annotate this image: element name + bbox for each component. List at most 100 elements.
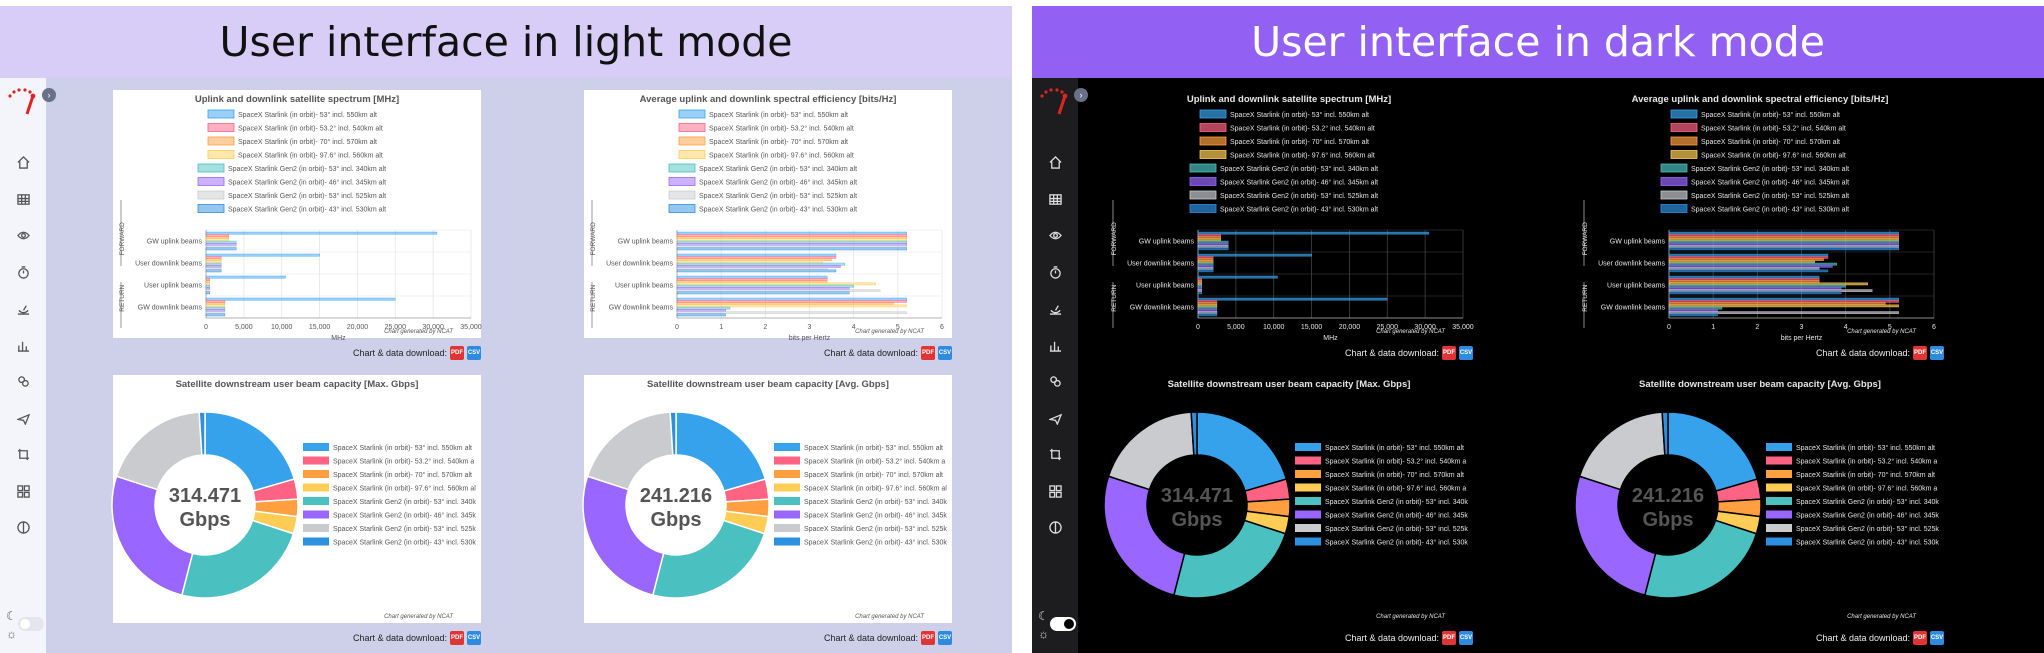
sidebar-item-globe-network[interactable]: [0, 363, 46, 400]
csv-download-button[interactable]: CSV: [1459, 631, 1473, 645]
timer-icon: [1050, 265, 1061, 279]
bar: [205, 240, 237, 244]
bar: [676, 300, 907, 303]
bar: [676, 236, 907, 239]
sidebar-item-crop[interactable]: [1032, 436, 1078, 473]
forward-group-label: FORWARD: [1111, 222, 1118, 256]
bar: [1197, 243, 1229, 246]
sidebar-item-eye[interactable]: [0, 217, 46, 254]
sidebar-item-home[interactable]: [1032, 144, 1078, 181]
pdf-download-button[interactable]: PDF: [1913, 631, 1927, 645]
csv-download-button[interactable]: CSV: [938, 346, 952, 360]
bar: [205, 265, 222, 268]
csv-download-button[interactable]: CSV: [1459, 346, 1473, 360]
pdf-download-button[interactable]: PDF: [921, 346, 935, 360]
sun-icon: ☼: [1038, 627, 1049, 641]
pie-icon: [1049, 521, 1062, 534]
csv-download-button[interactable]: CSV: [1930, 631, 1944, 645]
bar: [1668, 262, 1838, 266]
bar: [205, 289, 210, 292]
center-unit: Gbps: [179, 509, 230, 531]
y-tick-label: User uplink beams: [1136, 283, 1194, 290]
legend-label: SpaceX Starlink Gen2 (in orbit)- 53° inc…: [228, 192, 386, 200]
csv-download-button[interactable]: CSV: [1930, 346, 1944, 360]
legend-swatch: [678, 136, 706, 146]
legend-label: SpaceX Starlink Gen2 (in orbit)- 53° inc…: [699, 192, 857, 200]
sidebar-item-crop[interactable]: [0, 436, 46, 473]
ncat-logo: [8, 88, 36, 115]
logo-dot: [12, 90, 16, 94]
satellite-dish-icon: [1049, 305, 1062, 315]
legend-swatch: [1670, 123, 1698, 132]
sidebar-item-timer[interactable]: [1032, 254, 1078, 291]
collapse-sidebar-button[interactable]: ›: [42, 88, 56, 102]
download-label: Chart & data download:: [823, 348, 918, 358]
slice: [1172, 519, 1287, 599]
dark-mode-toggle[interactable]: [1050, 617, 1076, 631]
csv-download-button[interactable]: CSV: [467, 631, 481, 645]
pdf-download-button[interactable]: PDF: [1913, 346, 1927, 360]
csv-download-button[interactable]: CSV: [467, 346, 481, 360]
y-tick-label: GW uplink beams: [1139, 239, 1195, 246]
sidebar-item-pie[interactable]: [0, 509, 46, 546]
sidebar-item-dashboard[interactable]: [1032, 473, 1078, 510]
bar: [1668, 256, 1829, 259]
x-tick-label: 3: [808, 324, 812, 331]
dark-mode-toggle[interactable]: [18, 617, 44, 631]
download-bar: Chart & data download: PDF CSV: [1105, 627, 1473, 649]
bar: [1197, 260, 1214, 264]
legend-label: SpaceX Starlink (in orbit)- 53.2° incl. …: [1796, 458, 1937, 466]
sidebar-item-eye[interactable]: [1032, 217, 1078, 254]
return-group-label: RETURN: [1111, 284, 1118, 311]
slice: [198, 411, 206, 456]
bar: [676, 284, 854, 288]
pdf-download-button[interactable]: PDF: [1442, 346, 1456, 360]
bar: [1197, 300, 1218, 303]
legend-swatch: [1660, 204, 1688, 213]
x-tick-label: 20,000: [1339, 324, 1361, 331]
logo-dot: [17, 88, 21, 92]
sidebar-item-dashboard[interactable]: [0, 473, 46, 510]
csv-download-button[interactable]: CSV: [938, 631, 952, 645]
bar: [676, 256, 837, 259]
legend-label: SpaceX Starlink Gen2 (in orbit)- 53° inc…: [1220, 165, 1378, 173]
chart-title: Average uplink and downlink spectral eff…: [640, 94, 897, 105]
sidebar-item-table[interactable]: [1032, 181, 1078, 218]
legend-swatch: [303, 470, 329, 478]
collapse-sidebar-button[interactable]: ›: [1074, 88, 1088, 102]
bar: [1668, 275, 1820, 279]
y-tick-label: GW downlink beams: [609, 305, 674, 312]
bar: [1668, 304, 1899, 308]
x-tick-label: 2: [1755, 324, 1759, 331]
pdf-download-button[interactable]: PDF: [450, 346, 464, 360]
ncat-logo: [1040, 88, 1068, 115]
forward-group-label: FORWARD: [1582, 222, 1589, 256]
sidebar-item-airplane[interactable]: [0, 400, 46, 437]
pdf-download-button[interactable]: PDF: [921, 631, 935, 645]
sidebar-item-globe-network[interactable]: [1032, 363, 1078, 400]
chart-title: Satellite downstream user beam capacity …: [1168, 379, 1411, 390]
sidebar-item-home[interactable]: [0, 144, 46, 181]
legend-swatch: [303, 483, 329, 492]
sidebar-item-satellite-dish[interactable]: [0, 290, 46, 327]
sidebar-item-bar-chart[interactable]: [1032, 327, 1078, 364]
center-value: 314.471: [169, 485, 241, 507]
bar: [205, 247, 237, 251]
light-mode-view: User interface in light mode › ☾ ☼ Uplink …: [0, 0, 1012, 653]
sidebar-item-pie[interactable]: [1032, 509, 1078, 546]
legend-swatch: [774, 510, 800, 519]
chart-credit: Chart generated by NCAT: [1847, 329, 1917, 335]
sidebar-item-airplane[interactable]: [1032, 400, 1078, 437]
sidebar-item-timer[interactable]: [0, 254, 46, 291]
sidebar-item-satellite-dish[interactable]: [1032, 290, 1078, 327]
sidebar-item-bar-chart[interactable]: [0, 327, 46, 364]
x-tick-label: 5: [896, 324, 900, 331]
bar: [1197, 231, 1430, 235]
legend-label: SpaceX Starlink Gen2 (in orbit)- 43° inc…: [1691, 206, 1849, 214]
x-tick-label: 2: [763, 324, 767, 331]
app-window: › ☾ ☼ Uplink and downlink satellite spectr…: [0, 78, 1012, 653]
pdf-download-button[interactable]: PDF: [1442, 631, 1456, 645]
pdf-download-button[interactable]: PDF: [450, 631, 464, 645]
bar: [1197, 240, 1229, 244]
sidebar-item-table[interactable]: [0, 181, 46, 218]
